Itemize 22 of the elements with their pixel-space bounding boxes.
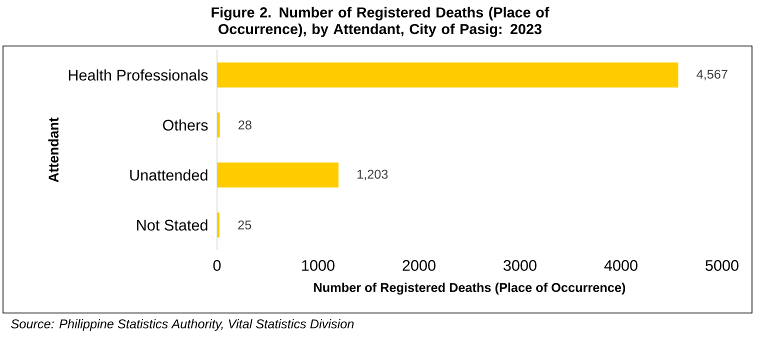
data-label: 25 <box>238 220 252 230</box>
bar <box>217 62 678 88</box>
bar <box>217 212 220 238</box>
bar <box>217 162 339 188</box>
x-tick-label: 3000 <box>504 260 536 271</box>
y-tick-label: Not Stated <box>137 219 208 231</box>
x-axis-title: Number of Registered Deaths (Place of Occurrence) <box>314 282 626 295</box>
data-label: 4,567 <box>696 70 728 80</box>
data-label: 1,203 <box>358 170 388 180</box>
x-tick-label: 0 <box>213 260 221 271</box>
chart-title: Figure 2. Number of Registered Deaths (Place of Occurrence), by Attendant, City of Pasig: 2023 <box>212 6 550 38</box>
bar <box>217 112 220 138</box>
source-note: Source: Philippine Statistics Authority, Vital Statistics Division <box>11 319 354 331</box>
x-tick-label: 4000 <box>604 260 638 271</box>
y-axis-title: Attendant <box>48 118 59 182</box>
x-tick-label: 2000 <box>402 260 436 271</box>
data-label: 28 <box>238 120 252 130</box>
y-tick-label: Others <box>163 119 208 131</box>
x-tick-label: 5000 <box>706 260 738 271</box>
y-tick-label: Unattended <box>130 169 208 181</box>
x-tick-label: 1000 <box>302 260 334 271</box>
y-tick-label: Health Professionals <box>68 69 208 81</box>
